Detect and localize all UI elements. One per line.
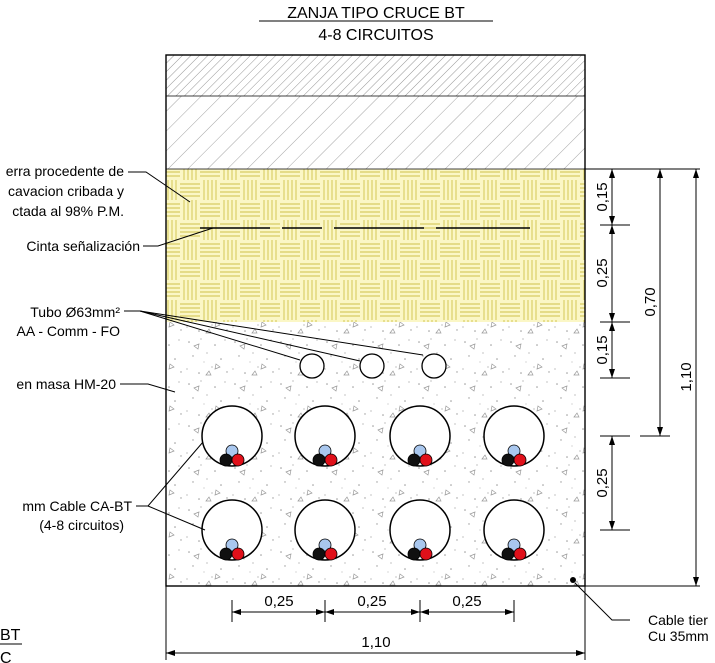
conduit: [294, 405, 356, 467]
comm-tube: [359, 353, 385, 379]
conduit: [389, 405, 451, 467]
comm-tube: [299, 353, 325, 379]
dim-bottom-3: 0,25: [452, 593, 481, 610]
label-tube-1: Tubo Ø63mm²: [30, 304, 120, 320]
dim-total-depth: 1,10: [678, 362, 695, 391]
label-concrete: en masa HM-20: [16, 376, 116, 392]
label-backfill-3: ctada al 98% P.M.: [12, 203, 124, 219]
dim-right-3: 0,15: [594, 335, 611, 364]
cable-conduits: [201, 405, 545, 561]
conduit: [483, 405, 545, 467]
earth-cable: [570, 577, 576, 583]
title-line-2: 4-8 CIRCUITOS: [318, 27, 433, 44]
backfill-layer: [166, 169, 585, 322]
label-tape: Cinta señalización: [26, 238, 140, 254]
corner-text-1: BT: [0, 627, 21, 644]
label-cable-1: mm Cable CA-BT: [22, 498, 132, 514]
bottom-dimension-arrows: [166, 609, 585, 656]
bottom-dimension-lines: [165, 586, 586, 660]
subbase-layer: [166, 96, 585, 169]
conduit: [201, 499, 263, 561]
dimension-arrows: [609, 169, 699, 586]
earth-leader: [574, 582, 630, 621]
corner-text-2: C: [0, 650, 12, 663]
dim-right-1: 0,15: [594, 182, 611, 211]
dim-right-4: 0,25: [594, 468, 611, 497]
label-backfill-2: cavacion cribada y: [8, 183, 124, 199]
dim-backfill-total: 0,70: [642, 287, 659, 316]
label-cable-2: (4-8 circuitos): [39, 517, 124, 533]
conduit: [483, 499, 545, 561]
title-line-1: ZANJA TIPO CRUCE BT: [287, 5, 465, 22]
asphalt-layer: [166, 55, 585, 96]
trench-outline: [165, 54, 586, 587]
dim-width: 1,10: [361, 634, 390, 651]
label-earth-1: Cable tier: [648, 612, 708, 628]
dim-bottom-2: 0,25: [357, 593, 386, 610]
label-earth-2: Cu 35mm: [648, 628, 709, 644]
leader-lines: [120, 171, 424, 531]
conduit: [389, 499, 451, 561]
comm-tube: [421, 353, 447, 379]
label-tube-2: AA - Comm - FO: [17, 323, 121, 339]
right-dimension-lines: [585, 168, 700, 587]
conduit: [201, 405, 263, 467]
conduit: [294, 499, 356, 561]
dim-bottom-1: 0,25: [264, 593, 293, 610]
label-backfill-1: erra procedente de: [6, 163, 125, 179]
dim-right-2: 0,25: [594, 258, 611, 287]
